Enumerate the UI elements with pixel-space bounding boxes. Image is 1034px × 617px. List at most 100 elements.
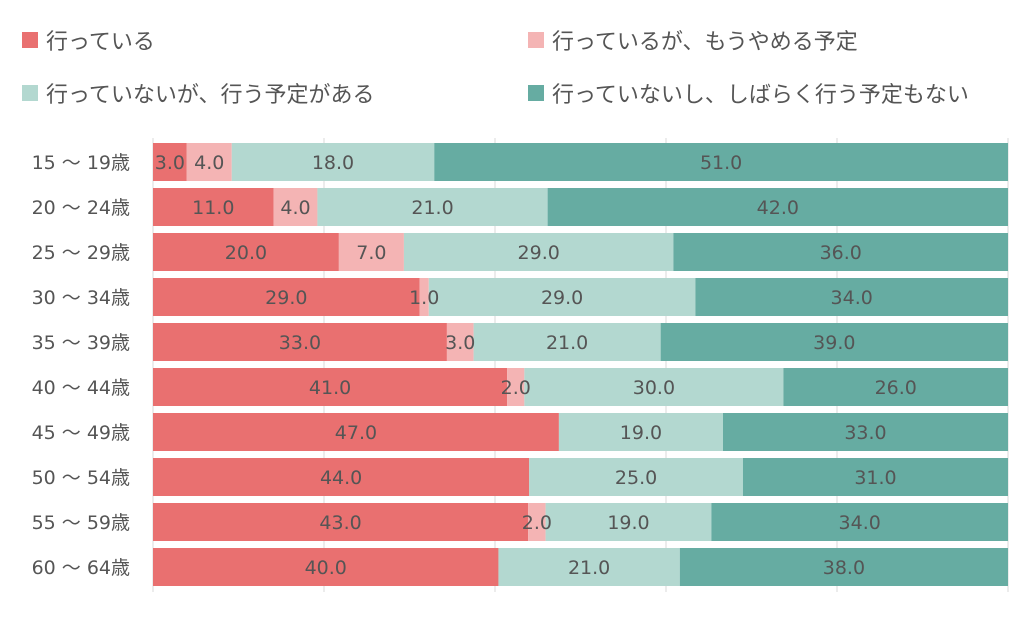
data-label-not-planning: 34.0	[839, 512, 881, 534]
legend-swatch-planning	[22, 85, 38, 101]
data-label-not-planning: 38.0	[823, 557, 865, 579]
legend-label-planning: 行っていないが、行う予定がある	[46, 83, 375, 108]
bar-segment-not-planning	[742, 458, 1008, 496]
legend-label-doing-will-stop: 行っているが、もうやめる予定	[552, 30, 858, 55]
data-label-not-planning: 26.0	[875, 377, 917, 399]
bar-segment-planning	[524, 368, 784, 406]
bar-segment-doing	[153, 233, 339, 271]
data-label-doing: 20.0	[225, 242, 267, 264]
legend-item-not-planning: 行っていないし、しばらく行う予定もない	[528, 77, 969, 109]
bar-segment-doing	[153, 278, 420, 316]
bar-segment-not-planning	[660, 323, 1008, 361]
bar-segment-planning	[558, 413, 723, 451]
category-tick-label: 45 〜 49歳	[32, 422, 130, 444]
bar-segment-not-planning	[723, 413, 1008, 451]
legend-item-doing: 行っている	[22, 24, 155, 56]
bar-segment-planning	[231, 143, 435, 181]
data-label-planning: 19.0	[620, 422, 662, 444]
category-tick-label: 60 〜 64歳	[32, 557, 130, 579]
bar-segment-doing	[153, 458, 530, 496]
data-label-doing-will-stop: 1.0	[409, 287, 439, 309]
data-label-doing-will-stop: 7.0	[356, 242, 386, 264]
bar-segment-not-planning	[673, 233, 1008, 271]
bar-segment-not-planning	[547, 188, 1008, 226]
bar-segment-doing-will-stop	[528, 503, 546, 541]
data-label-doing-will-stop: 2.0	[522, 512, 552, 534]
data-label-doing-will-stop: 2.0	[501, 377, 531, 399]
data-label-doing: 47.0	[335, 422, 377, 444]
bar-segment-doing-will-stop	[507, 368, 525, 406]
bar-segment-doing	[153, 413, 559, 451]
data-label-planning: 30.0	[633, 377, 675, 399]
bar-segment-doing-will-stop	[273, 188, 318, 226]
legend-label-doing: 行っている	[46, 30, 155, 55]
bar-segment-doing-will-stop	[419, 278, 429, 316]
data-label-not-planning: 34.0	[831, 287, 873, 309]
data-label-not-planning: 36.0	[820, 242, 862, 264]
bar-segment-not-planning	[783, 368, 1008, 406]
bar-segment-planning	[317, 188, 548, 226]
bar-segment-planning	[498, 548, 680, 586]
bars	[153, 143, 1008, 586]
data-label-planning: 29.0	[541, 287, 583, 309]
bar-segment-doing	[153, 548, 499, 586]
bar-segment-planning	[473, 323, 661, 361]
category-tick-label: 55 〜 59歳	[32, 512, 130, 534]
data-label-not-planning: 33.0	[844, 422, 886, 444]
category-tick-label: 40 〜 44歳	[32, 377, 130, 399]
data-label-planning: 21.0	[568, 557, 610, 579]
bar-segment-planning	[529, 458, 743, 496]
bar-segment-doing	[153, 143, 187, 181]
bar-segment-planning	[428, 278, 696, 316]
data-label-doing: 41.0	[309, 377, 351, 399]
bar-segment-doing	[153, 188, 274, 226]
category-tick-label: 15 〜 19歳	[32, 152, 130, 174]
bar-segment-doing	[153, 323, 447, 361]
category-tick-label: 50 〜 54歳	[32, 467, 130, 489]
data-labels: 3.0 4.0 18.0 51.0 11.0 4.0 21.0 42.0 20.0 7.0 29.0…	[155, 152, 917, 579]
data-label-doing: 33.0	[279, 332, 321, 354]
legend-swatch-doing	[22, 32, 38, 48]
data-label-not-planning: 39.0	[813, 332, 855, 354]
data-label-doing-will-stop: 4.0	[194, 152, 224, 174]
bar-segment-planning	[545, 503, 712, 541]
bar-segment-not-planning	[679, 548, 1008, 586]
category-tick-label: 25 〜 29歳	[32, 242, 130, 264]
data-label-not-planning: 51.0	[700, 152, 742, 174]
bar-segment-planning	[403, 233, 674, 271]
bar-segment-doing-will-stop	[186, 143, 232, 181]
category-tick-label: 20 〜 24歳	[32, 197, 130, 219]
category-tick-labels: 15 〜 19歳 20 〜 24歳 25 〜 29歳 30 〜 34歳 35 〜 39歳…	[32, 152, 130, 579]
data-label-planning: 19.0	[607, 512, 649, 534]
data-label-planning: 21.0	[411, 197, 453, 219]
data-label-doing-will-stop: 3.0	[445, 332, 475, 354]
data-label-doing: 3.0	[155, 152, 185, 174]
bar-segment-not-planning	[434, 143, 1008, 181]
legend-swatch-doing-will-stop	[528, 32, 544, 48]
legend: 行っている 行っているが、もうやめる予定 行っていないが、行う予定がある 行って…	[0, 0, 1034, 130]
data-label-doing-will-stop: 4.0	[280, 197, 310, 219]
bar-segment-not-planning	[695, 278, 1008, 316]
bar-segment-doing	[153, 368, 508, 406]
bar-segment-not-planning	[711, 503, 1008, 541]
bar-segment-doing-will-stop	[446, 323, 474, 361]
category-tick-label: 30 〜 34歳	[32, 287, 130, 309]
data-label-not-planning: 31.0	[854, 467, 896, 489]
bar-segment-doing-will-stop	[338, 233, 404, 271]
data-label-planning: 29.0	[518, 242, 560, 264]
data-label-doing: 40.0	[305, 557, 347, 579]
bar-segment-doing	[153, 503, 529, 541]
category-tick-label: 35 〜 39歳	[32, 332, 130, 354]
data-label-planning: 18.0	[312, 152, 354, 174]
data-label-doing: 44.0	[320, 467, 362, 489]
data-label-planning: 25.0	[615, 467, 657, 489]
data-label-planning: 21.0	[546, 332, 588, 354]
data-label-not-planning: 42.0	[757, 197, 799, 219]
data-label-doing: 43.0	[319, 512, 361, 534]
data-label-doing: 11.0	[192, 197, 234, 219]
legend-item-planning: 行っていないが、行う予定がある	[22, 77, 374, 109]
data-label-doing: 29.0	[265, 287, 307, 309]
legend-swatch-not-planning	[528, 85, 544, 101]
legend-label-not-planning: 行っていないし、しばらく行う予定もない	[552, 83, 969, 108]
